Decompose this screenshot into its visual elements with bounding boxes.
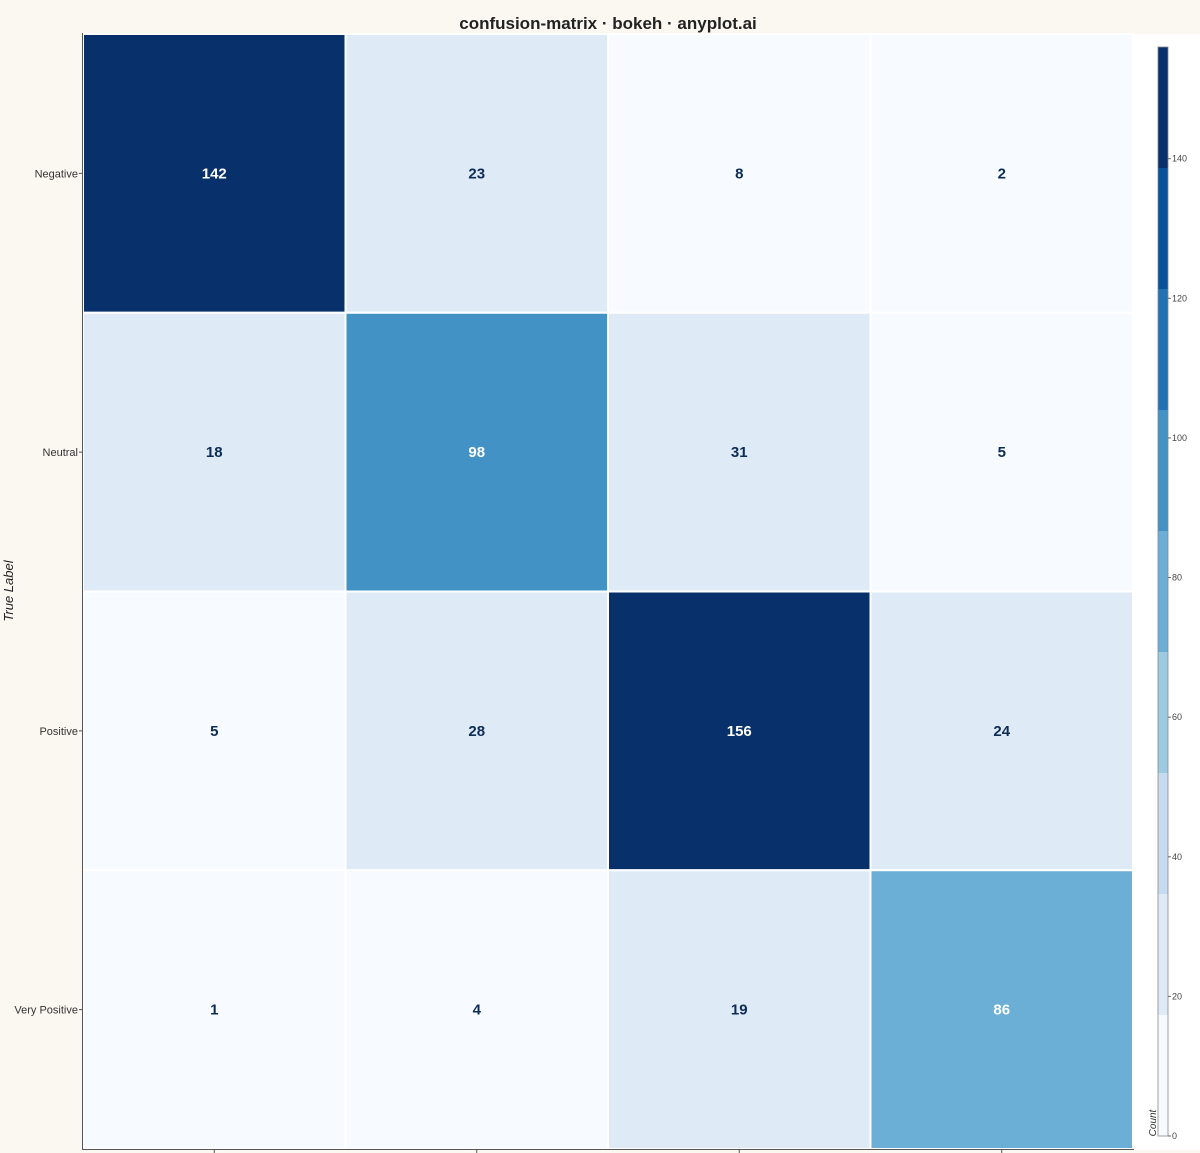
colorbar-tick-label: 80 <box>1172 573 1182 583</box>
cell-value-label: 23 <box>468 165 485 182</box>
colorbar-tick-label: 0 <box>1172 1131 1177 1141</box>
colorbar-bin <box>1158 894 1168 1015</box>
colorbar-bin <box>1158 410 1168 531</box>
heatmap-cell <box>344 869 609 1150</box>
heatmap-cell <box>344 33 609 314</box>
cell-value-label: 156 <box>727 723 752 740</box>
colorbar-bin <box>1158 1015 1168 1136</box>
heatmap-cell <box>607 33 872 314</box>
cell-value-label: 5 <box>210 723 218 740</box>
heatmap-cell <box>82 869 347 1150</box>
colorbar-title: Count <box>1148 1108 1159 1136</box>
chart-title: confusion-matrix · bokeh · anyplot.ai <box>459 14 757 33</box>
cell-value-label: 31 <box>731 444 748 461</box>
colorbar-tick-label: 60 <box>1172 712 1182 722</box>
colorbar-bin <box>1158 168 1168 289</box>
cell-value-label: 8 <box>735 165 743 182</box>
cell-value-label: 98 <box>468 444 485 461</box>
cell-value-label: 142 <box>202 165 227 182</box>
colorbar: 0 20 40 60 80 100 120 140 <box>1157 46 1187 1141</box>
colorbar-bin <box>1158 652 1168 773</box>
y-tick-label: Negative <box>35 168 78 180</box>
colorbar-tick-label: 140 <box>1172 154 1187 164</box>
cell-value-label: 86 <box>993 1002 1010 1019</box>
colorbar-bin <box>1158 47 1168 168</box>
heatmap-cell <box>869 311 1134 593</box>
heatmap-cell <box>607 590 872 872</box>
y-tick-label: Neutral <box>43 447 78 459</box>
colorbar-tick-label: 40 <box>1172 852 1182 862</box>
cell-value-label: 1 <box>210 1002 218 1019</box>
heatmap-cell <box>869 869 1134 1150</box>
cell-value-label: 4 <box>473 1002 482 1019</box>
colorbar-bin <box>1158 289 1168 410</box>
colorbar-tick-label: 20 <box>1172 991 1182 1001</box>
cell-value-label: 19 <box>731 1002 748 1019</box>
heatmap-cell <box>344 311 609 593</box>
heatmap-cell <box>82 590 347 872</box>
cell-value-labels: 142 23 8 2 18 98 31 5 5 28 156 24 1 4 19 86 <box>202 165 1011 1018</box>
y-tick-label: Very Positive <box>14 1005 78 1017</box>
heatmap-cell <box>869 590 1134 872</box>
colorbar-tick-label: 100 <box>1172 433 1187 443</box>
heatmap-cells <box>82 33 1134 1150</box>
y-axis-ticks: Negative Neutral Positive Very Positive <box>14 168 83 1017</box>
cell-value-label: 5 <box>998 444 1006 461</box>
cell-value-label: 28 <box>468 723 485 740</box>
heatmap-cell <box>82 33 347 314</box>
colorbar-bin <box>1158 773 1168 894</box>
cell-value-label: 24 <box>993 723 1010 740</box>
cell-value-label: 2 <box>998 165 1006 182</box>
y-axis-label: True Label <box>1 559 16 621</box>
y-tick-label: Positive <box>39 726 78 738</box>
heatmap-cell <box>607 869 872 1150</box>
colorbar-frame <box>1157 46 1169 1137</box>
colorbar-tick-label: 120 <box>1172 293 1187 303</box>
colorbar-bin <box>1158 531 1168 652</box>
cell-value-label: 18 <box>206 444 223 461</box>
heatmap-cell <box>607 311 872 593</box>
